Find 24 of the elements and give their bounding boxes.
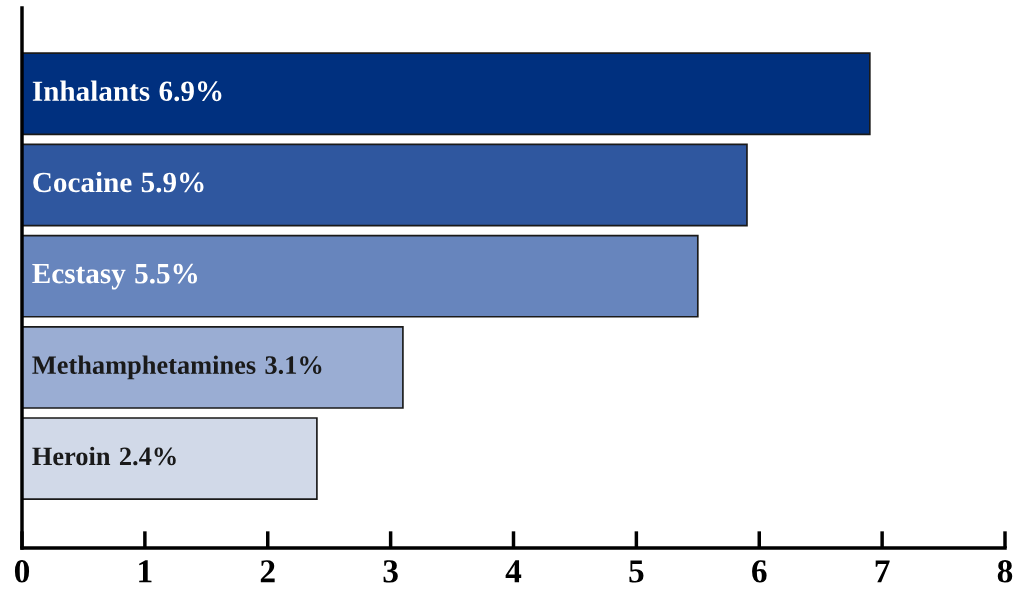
y-tick-label: Heroin — [32, 446, 111, 466]
x-tick-label: 2 — [260, 560, 275, 583]
data-label: 5.9% — [141, 172, 204, 193]
x-tick-label: 5 — [629, 560, 644, 583]
bar — [22, 325, 404, 409]
x-tick-label: 3 — [383, 560, 398, 583]
x-tick-label: 0 — [14, 560, 30, 583]
data-label: 6.9% — [159, 81, 222, 102]
x-tick-label: 7 — [875, 560, 890, 583]
bar — [22, 417, 318, 501]
x-tick-label: 4 — [505, 560, 522, 583]
y-tick-label: Cocaine — [33, 171, 132, 193]
y-tick-label: Methamphetamines — [32, 355, 256, 380]
x-tick-label: 6 — [752, 560, 767, 583]
x-tick-label: 1 — [139, 560, 152, 583]
data-label: 5.5% — [135, 263, 198, 284]
y-tick-label: Ecstasy — [32, 264, 126, 290]
data-label: 2.4% — [119, 447, 176, 466]
y-tick-label: Inhalants — [32, 80, 150, 102]
x-tick-label: 8 — [997, 560, 1013, 583]
bar — [22, 234, 699, 318]
bar — [22, 52, 871, 136]
bar — [22, 143, 748, 227]
data-label: 3.1% — [265, 356, 322, 375]
